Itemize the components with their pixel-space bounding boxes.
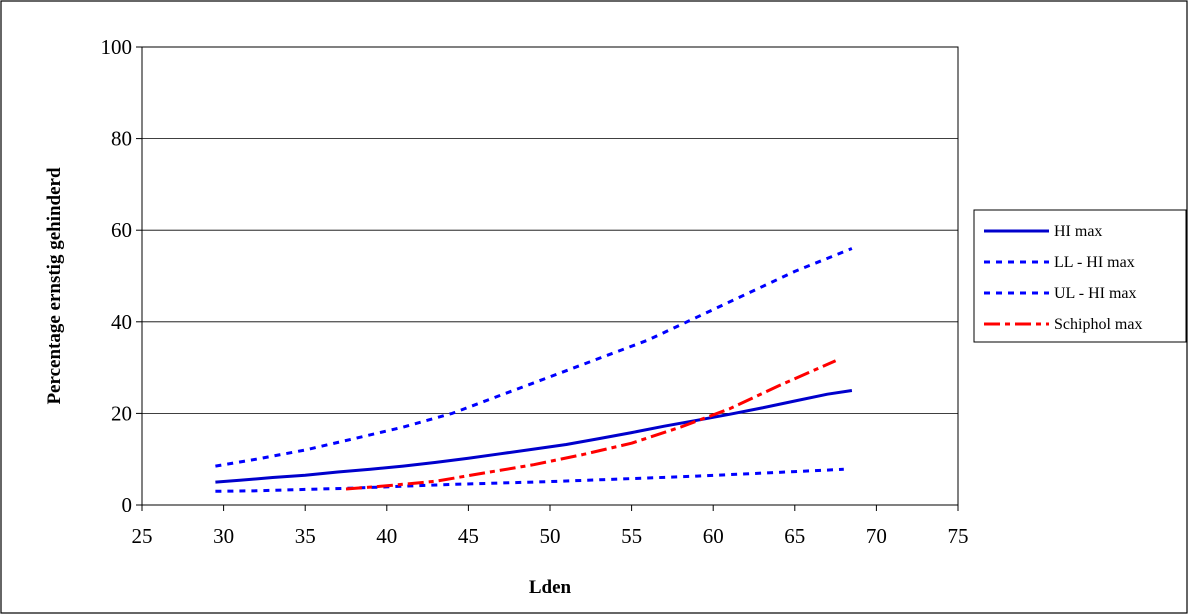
x-tick-label: 60 bbox=[703, 524, 724, 548]
x-tick-label: 45 bbox=[458, 524, 479, 548]
y-tick-label: 40 bbox=[111, 310, 132, 334]
legend-label: Schiphol max bbox=[1054, 316, 1142, 333]
x-tick-label: 70 bbox=[866, 524, 887, 548]
legend-label: HI max bbox=[1054, 223, 1102, 240]
y-tick-label: 100 bbox=[101, 35, 133, 59]
series-line-1 bbox=[215, 467, 844, 493]
x-tick-label: 35 bbox=[295, 524, 316, 548]
legend-label: LL - HI max bbox=[1054, 254, 1135, 271]
x-tick-label: 75 bbox=[948, 524, 969, 548]
legend: HI max LL - HI max UL - HI max Schiphol max bbox=[973, 209, 1187, 343]
y-tick-label: 80 bbox=[111, 127, 132, 151]
x-tick-label: 25 bbox=[132, 524, 153, 548]
x-tick-label: 40 bbox=[376, 524, 397, 548]
series-line-3 bbox=[345, 359, 837, 491]
x-axis-title: Lden bbox=[529, 577, 572, 598]
x-tick-label: 30 bbox=[213, 524, 234, 548]
y-axis-ticks: 0 20 40 60 80 100 bbox=[101, 35, 142, 517]
gridlines bbox=[142, 138, 958, 414]
x-axis-ticks: 25 30 35 40 45 50 55 60 65 70 75 bbox=[132, 505, 969, 548]
series-line-0 bbox=[215, 389, 853, 484]
x-tick-label: 55 bbox=[621, 524, 642, 548]
x-tick-label: 50 bbox=[540, 524, 561, 548]
x-tick-label: 65 bbox=[784, 524, 805, 548]
y-tick-label: 20 bbox=[111, 401, 132, 425]
y-tick-label: 60 bbox=[111, 218, 132, 242]
y-axis-title: Percentage ernstig gehinderd bbox=[44, 167, 65, 405]
series-line-2 bbox=[215, 247, 853, 468]
y-tick-label: 0 bbox=[122, 493, 133, 517]
legend-label: UL - HI max bbox=[1054, 285, 1137, 302]
series-lines bbox=[215, 247, 853, 493]
